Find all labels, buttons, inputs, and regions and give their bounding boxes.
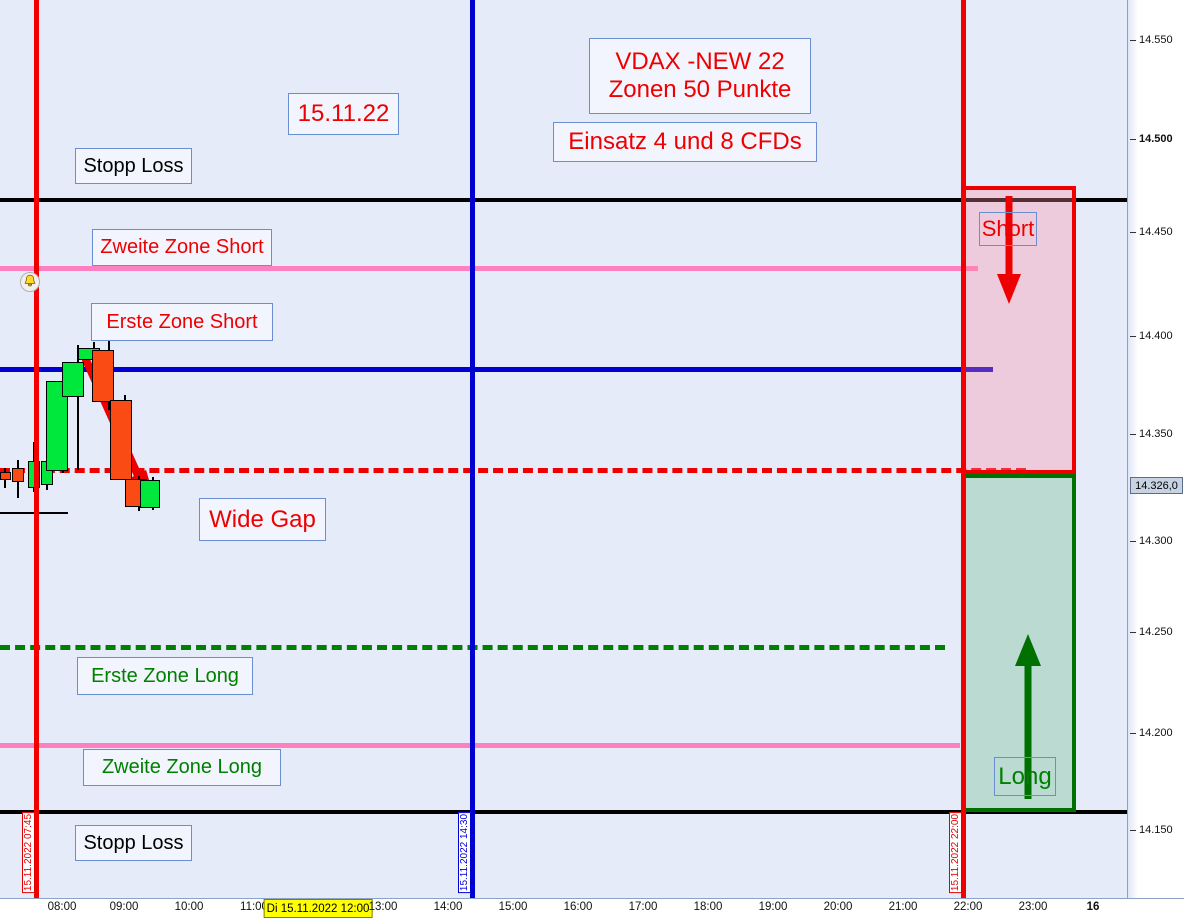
note-short-label[interactable]: Short: [979, 212, 1037, 246]
long-direction-arrow: [1015, 634, 1041, 799]
note-stopp-loss-top[interactable]: Stopp Loss: [75, 148, 192, 184]
xtick-1300: 13:00: [368, 901, 398, 913]
xtick-1800: 18:00: [693, 901, 723, 913]
xtick-day-16: 16: [1086, 901, 1100, 913]
note-einsatz[interactable]: Einsatz 4 und 8 CFDs: [553, 122, 817, 162]
note-stopp-loss-bottom[interactable]: Stopp Loss: [75, 825, 192, 861]
tick-dash: [1130, 733, 1136, 734]
xtick-2000: 20:00: [823, 901, 853, 913]
current-price-label[interactable]: 14.326,0: [1130, 477, 1183, 494]
ytick-14400: 14.400: [1128, 330, 1184, 344]
tick-dash: [1130, 830, 1136, 831]
vline-2200[interactable]: [961, 0, 966, 898]
tick-dash: [1130, 632, 1136, 633]
xtick-0800: 08:00: [47, 901, 77, 913]
tick-dash: [1130, 434, 1136, 435]
level-zweite-zone-short: [0, 266, 978, 271]
xtick-1900: 19:00: [758, 901, 788, 913]
vline-1430[interactable]: [470, 0, 475, 898]
note-wide-gap[interactable]: Wide Gap: [199, 498, 326, 541]
note-zweite-zone-long[interactable]: Zweite Zone Long: [83, 749, 281, 786]
xtick-1700: 17:00: [628, 901, 658, 913]
tick-dash: [1130, 336, 1136, 337]
candle-body: [62, 362, 84, 397]
candle-body: [110, 400, 132, 480]
xtick-1000: 10:00: [174, 901, 204, 913]
note-erste-zone-short[interactable]: Erste Zone Short: [91, 303, 273, 341]
vline-0745[interactable]: [34, 0, 39, 898]
ytick-14200: 14.200: [1128, 727, 1184, 741]
note-date[interactable]: 15.11.22: [288, 93, 399, 135]
tick-dash: [1130, 232, 1136, 233]
ytick-14300: 14.300: [1128, 535, 1184, 549]
xtick-1400: 14:00: [433, 901, 463, 913]
xtick-2300: 23:00: [1018, 901, 1048, 913]
level-stopp-loss-upper: [0, 198, 1127, 202]
level-stopp-loss-lower: [0, 810, 1127, 814]
price-axis[interactable]: 14.550 14.500 14.450 14.400 14.350 14.30…: [1128, 0, 1184, 899]
xtick-1500: 15:00: [498, 901, 528, 913]
note-title[interactable]: VDAX -NEW 22 Zonen 50 Punkte: [589, 38, 811, 114]
xtick-2100: 21:00: [888, 901, 918, 913]
ytick-14450: 14.450: [1128, 226, 1184, 240]
ytick-14150: 14.150: [1128, 824, 1184, 838]
note-zweite-zone-short[interactable]: Zweite Zone Short: [92, 229, 272, 266]
short-direction-arrow: [997, 196, 1021, 304]
time-axis[interactable]: 08:00 09:00 10:00 11:00 Di 15.11.2022 12…: [0, 899, 1184, 920]
ytick-14500: 14.500: [1128, 133, 1184, 147]
short-zone[interactable]: [961, 186, 1076, 474]
vline-label-1430: 15.11.2022 14:30: [458, 812, 471, 894]
candle-body: [92, 350, 114, 402]
vline-label-2200: 15.11.2022 22:00: [949, 812, 962, 894]
candle-body: [140, 480, 160, 508]
xtick-1100: 11:00: [240, 901, 268, 913]
candle-body: [12, 468, 24, 482]
candle-body: [46, 381, 68, 471]
ytick-14550: 14.550: [1128, 34, 1184, 48]
level-erste-zone-short: [0, 367, 993, 372]
xtick-1600: 16:00: [563, 901, 593, 913]
candle-body: [0, 472, 11, 480]
ytick-14250: 14.250: [1128, 626, 1184, 640]
axis-gradient: [1128, 0, 1138, 898]
level-wide-gap: [0, 468, 1026, 473]
tick-dash: [1130, 40, 1136, 41]
note-erste-zone-long[interactable]: Erste Zone Long: [77, 657, 253, 695]
chart-plot-area[interactable]: 15.11.2022 07:45 15.11.2022 14:30 15.11.…: [0, 0, 1128, 899]
tick-dash: [1130, 541, 1136, 542]
level-zweite-zone-long: [0, 743, 960, 748]
alarm-bell-icon[interactable]: [20, 272, 40, 292]
ytick-14350: 14.350: [1128, 428, 1184, 442]
xtick-0900: 09:00: [109, 901, 139, 913]
xtick-2200: 22:00: [953, 901, 983, 913]
vline-label-0745: 15.11.2022 07:45: [22, 812, 35, 894]
tick-dash: [1130, 139, 1136, 140]
note-long-label[interactable]: Long: [994, 757, 1056, 796]
candle-wick: [77, 345, 79, 470]
xtick-highlighted-crosshair: Di 15.11.2022 12:00: [263, 899, 373, 918]
